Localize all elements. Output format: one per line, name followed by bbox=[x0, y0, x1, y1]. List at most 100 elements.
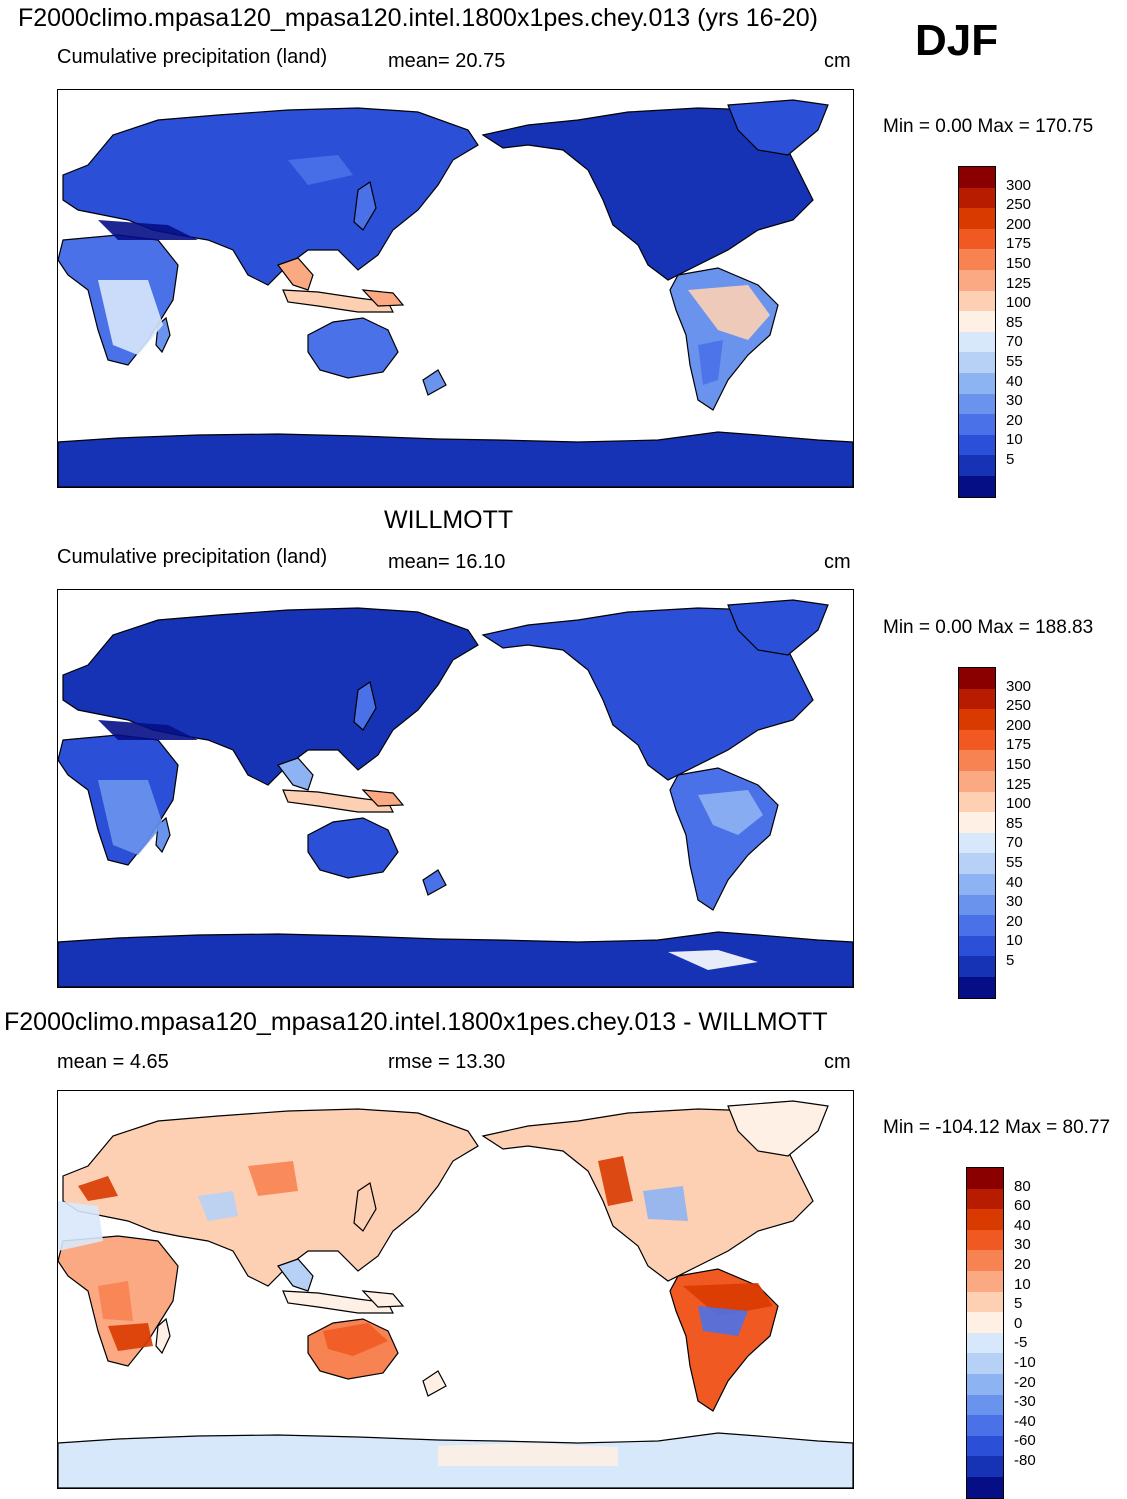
precip-field-patch bbox=[248, 1161, 298, 1196]
landmass-australia bbox=[307, 817, 399, 879]
colorbar-swatch bbox=[959, 249, 995, 270]
colorbar-swatch bbox=[959, 873, 995, 895]
landmass-indonesia bbox=[282, 1290, 394, 1314]
panel3-land bbox=[58, 1100, 853, 1488]
colorbar-tick-label: 250 bbox=[1006, 196, 1032, 214]
colorbar-tick-label: 20 bbox=[1006, 411, 1023, 429]
colorbar-swatch bbox=[959, 228, 995, 250]
colorbar-tick-label: 250 bbox=[1006, 697, 1032, 715]
colorbar-swatch bbox=[959, 915, 995, 936]
colorbar-tick-label: -40 bbox=[1014, 1412, 1036, 1430]
colorbar-tick-label: 10 bbox=[1014, 1275, 1031, 1293]
colorbar-swatch bbox=[967, 1476, 1003, 1498]
colorbar-tick-label: 80 bbox=[1014, 1177, 1031, 1195]
panel1-map-svg bbox=[58, 99, 853, 487]
colorbar-tick-label: 10 bbox=[1006, 431, 1023, 449]
colorbar-tick-label: 175 bbox=[1006, 235, 1032, 253]
precip-field-patch bbox=[698, 340, 723, 385]
panel2-mean-label: mean= 16.10 bbox=[388, 551, 506, 573]
panel2-colorbar bbox=[958, 667, 996, 999]
colorbar-swatch bbox=[967, 1270, 1003, 1292]
precip-field-patch bbox=[643, 1186, 688, 1221]
colorbar-swatch bbox=[959, 688, 995, 710]
panel2-title: WILLMOTT bbox=[384, 506, 514, 534]
precip-field-patch bbox=[98, 780, 163, 855]
panel2-variable-label: Cumulative precipitation (land) bbox=[57, 546, 328, 568]
precip-field-patch bbox=[683, 1283, 773, 1316]
colorbar-swatch bbox=[967, 1250, 1003, 1271]
landmass-antarctica bbox=[58, 931, 853, 987]
panel2-land bbox=[58, 599, 853, 987]
landmass-greenland bbox=[727, 599, 829, 656]
panel2-map bbox=[57, 589, 854, 988]
colorbar-tick-label: 20 bbox=[1014, 1256, 1031, 1273]
colorbar-swatch bbox=[959, 167, 995, 188]
colorbar-tick-label: 85 bbox=[1006, 814, 1023, 832]
colorbar-swatch bbox=[959, 729, 995, 751]
precip-field-patch bbox=[98, 220, 198, 240]
panel3-colorbar bbox=[966, 1167, 1004, 1499]
landmass-namerica bbox=[481, 107, 814, 281]
panel1-colorbar bbox=[958, 166, 996, 498]
precip-field-patch bbox=[98, 720, 198, 740]
landmass-australia bbox=[307, 317, 399, 379]
colorbar-tick-label: 30 bbox=[1006, 392, 1023, 410]
precip-field-patch bbox=[668, 950, 758, 970]
colorbar-tick-label: -80 bbox=[1014, 1452, 1036, 1469]
precip-field-patch bbox=[698, 1306, 748, 1336]
panel2-minmax: Min = 0.00 Max = 188.83 bbox=[883, 617, 1094, 638]
panel3-rmse-label: rmse = 13.30 bbox=[388, 1051, 506, 1073]
landmass-eurasia bbox=[62, 607, 479, 786]
colorbar-swatch bbox=[959, 750, 995, 771]
colorbar-swatch bbox=[967, 1168, 1003, 1189]
colorbar-swatch bbox=[959, 894, 995, 916]
panel2-colorbar-labels: 300 250 200 175 150 125 100 85 70 55 40 30 20 10 5 bbox=[1006, 667, 1066, 987]
colorbar-swatch bbox=[959, 956, 995, 977]
colorbar-swatch bbox=[959, 475, 995, 497]
precip-field-patch bbox=[98, 1281, 133, 1321]
panel1-colorbar-labels: 300 250 200 175 150 125 100 85 70 55 40 30 20 10 5 bbox=[1006, 166, 1066, 486]
colorbar-tick-label: 10 bbox=[1006, 932, 1023, 950]
colorbar-swatch bbox=[959, 832, 995, 854]
colorbar-tick-label: -20 bbox=[1014, 1373, 1036, 1391]
precip-field-patch bbox=[688, 285, 770, 340]
colorbar-swatch bbox=[959, 290, 995, 312]
panel1-units-label: cm bbox=[824, 50, 851, 72]
landmass-png bbox=[361, 789, 405, 807]
colorbar-tick-label: -10 bbox=[1014, 1354, 1036, 1371]
landmass-japan bbox=[353, 1182, 377, 1232]
colorbar-swatch bbox=[959, 352, 995, 373]
colorbar-swatch bbox=[959, 668, 995, 689]
panel3-colorbar-labels: 80 60 40 30 20 10 5 0 -5 -10 -20 -30 -40 -60 -80 bbox=[1014, 1167, 1074, 1487]
precip-field-patch bbox=[198, 1191, 238, 1221]
landmass-nz bbox=[422, 369, 447, 396]
colorbar-tick-label: 100 bbox=[1006, 795, 1032, 813]
panel1-land bbox=[58, 99, 853, 487]
colorbar-swatch bbox=[959, 269, 995, 291]
colorbar-tick-label: 55 bbox=[1006, 353, 1023, 370]
run-title: F2000climo.mpasa120_mpasa120.intel.1800x… bbox=[18, 4, 819, 32]
colorbar-swatch bbox=[967, 1435, 1003, 1457]
colorbar-tick-label: 70 bbox=[1006, 834, 1023, 852]
colorbar-swatch bbox=[959, 709, 995, 730]
colorbar-swatch bbox=[967, 1229, 1003, 1251]
precip-field-patch bbox=[108, 1323, 153, 1351]
colorbar-swatch bbox=[959, 311, 995, 332]
precip-field-patch bbox=[323, 1323, 388, 1356]
colorbar-swatch bbox=[967, 1188, 1003, 1210]
precip-field-patch bbox=[98, 280, 163, 355]
panel1-map bbox=[57, 89, 854, 488]
colorbar-tick-label: 60 bbox=[1014, 1197, 1031, 1215]
panel1-mean-label: mean= 20.75 bbox=[388, 50, 506, 72]
colorbar-swatch bbox=[959, 372, 995, 394]
panel3-map-svg bbox=[58, 1100, 853, 1488]
colorbar-tick-label: 40 bbox=[1006, 372, 1023, 390]
colorbar-tick-label: 300 bbox=[1006, 677, 1032, 695]
colorbar-tick-label: 30 bbox=[1014, 1236, 1031, 1254]
colorbar-swatch bbox=[967, 1312, 1003, 1333]
precip-field-patch bbox=[288, 155, 353, 185]
colorbar-swatch bbox=[967, 1332, 1003, 1354]
colorbar-tick-label: 200 bbox=[1006, 215, 1032, 233]
colorbar-tick-label: 5 bbox=[1006, 451, 1015, 468]
colorbar-tick-label: -60 bbox=[1014, 1432, 1036, 1450]
